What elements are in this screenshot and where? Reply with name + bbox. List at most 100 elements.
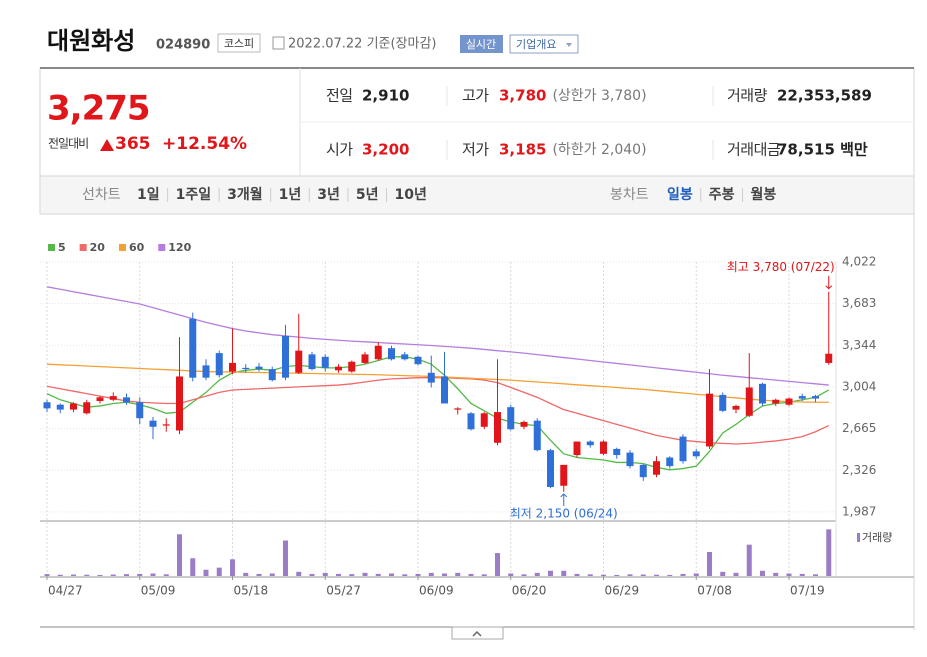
volume-bar bbox=[336, 573, 341, 576]
candle-body bbox=[308, 354, 316, 370]
volume-bar bbox=[269, 573, 275, 576]
summary-value: 3,200 bbox=[362, 141, 409, 159]
realtime-label[interactable]: 실시간 bbox=[466, 38, 496, 51]
candle-body bbox=[189, 318, 197, 378]
volume-bar bbox=[375, 573, 381, 576]
legend-label: 5 bbox=[58, 241, 66, 254]
volume-bar bbox=[707, 552, 712, 576]
tab[interactable]: 1년 bbox=[279, 187, 302, 203]
legend-swatch bbox=[158, 244, 166, 251]
candle-body bbox=[613, 448, 621, 456]
volume-bar bbox=[309, 573, 315, 576]
volume-legend-label: 거래량 bbox=[862, 531, 892, 544]
volume-bar bbox=[177, 534, 182, 576]
candle-body bbox=[202, 365, 210, 378]
candle-body bbox=[666, 457, 674, 467]
volume-bar bbox=[640, 574, 646, 576]
volume-bar bbox=[283, 540, 288, 576]
tab[interactable]: 월봉 bbox=[751, 186, 777, 203]
tab[interactable]: 일봉 bbox=[667, 187, 693, 203]
candle-body bbox=[520, 421, 528, 427]
volume-bar bbox=[481, 574, 487, 576]
summary-value: 22,353,589 bbox=[777, 87, 872, 105]
volume-bar bbox=[322, 572, 328, 576]
volume-bar bbox=[97, 574, 103, 576]
calendar-icon bbox=[272, 36, 285, 50]
volume-bar bbox=[57, 574, 63, 576]
summary-label: 시가 bbox=[326, 141, 353, 159]
tab[interactable]: 3개월 bbox=[227, 186, 263, 203]
tabs: 선차트 1일 1주일 3개월 1년 3년 5년 10년 봉차트 일봉 주봉 월봉 bbox=[82, 186, 776, 203]
candle-body bbox=[600, 441, 607, 454]
volume-bar bbox=[163, 574, 169, 576]
tab[interactable]: 주봉 bbox=[709, 187, 735, 203]
volume-bar bbox=[349, 574, 355, 576]
low-annotation: 최저 2,150 (06/24) bbox=[510, 506, 618, 520]
y-tick-label: 3,683 bbox=[842, 296, 876, 310]
legend-label: 120 bbox=[168, 241, 191, 254]
tab[interactable]: 5년 bbox=[356, 187, 379, 203]
volume-bar bbox=[362, 572, 368, 576]
dropdown-arrow bbox=[566, 43, 572, 47]
candle-body bbox=[136, 402, 144, 419]
tab[interactable]: 1주일 bbox=[176, 187, 212, 203]
summary-note: (상한가 3,780) bbox=[552, 88, 646, 104]
candle-body bbox=[388, 348, 395, 360]
summary-label: 고가 bbox=[462, 87, 489, 105]
x-tick-label: 07/19 bbox=[790, 584, 825, 598]
volume-bar bbox=[720, 571, 726, 576]
collapse-icon[interactable] bbox=[472, 630, 482, 637]
volume-bar bbox=[574, 573, 580, 576]
volume-bar bbox=[243, 572, 249, 576]
volume-bar bbox=[256, 573, 262, 576]
tab[interactable]: 1일 bbox=[137, 187, 160, 203]
summary-label: 거래대금 bbox=[727, 141, 781, 159]
candle-body bbox=[56, 404, 64, 410]
summary-value: 2,910 bbox=[362, 87, 409, 105]
candle-body bbox=[507, 407, 515, 430]
candle-body bbox=[732, 405, 740, 410]
volume-bar bbox=[415, 573, 421, 576]
candle-body bbox=[361, 354, 369, 363]
y-tick-label: 2,326 bbox=[842, 463, 876, 477]
volume-bar bbox=[799, 573, 805, 576]
legend-swatch bbox=[48, 244, 55, 251]
volume-bar bbox=[468, 573, 474, 576]
candle-body bbox=[639, 464, 647, 478]
current-price: 3,275 bbox=[47, 89, 150, 129]
market-label: 코스피 bbox=[224, 37, 254, 50]
stock-code: 024890 bbox=[156, 38, 210, 53]
candle-body bbox=[745, 387, 753, 416]
volume-bar bbox=[826, 529, 832, 576]
candle-body bbox=[43, 402, 51, 409]
realtime-badge[interactable] bbox=[460, 35, 503, 53]
summary-label: 저가 bbox=[462, 141, 489, 159]
volume-bar bbox=[389, 573, 394, 576]
volume-bar bbox=[813, 574, 818, 576]
candle-body bbox=[454, 408, 462, 410]
candle-body bbox=[242, 367, 250, 370]
volume-bar bbox=[296, 571, 302, 576]
candle-body bbox=[560, 464, 568, 486]
candle-body bbox=[414, 356, 422, 365]
tab[interactable]: 3년 bbox=[317, 187, 340, 203]
volume-bar bbox=[137, 573, 143, 576]
change-value: 365 bbox=[115, 134, 151, 154]
candle-body bbox=[335, 366, 342, 371]
candle-body bbox=[798, 396, 806, 399]
candle-body bbox=[812, 396, 819, 399]
summary-label: 전일 bbox=[326, 87, 353, 105]
candle-body bbox=[533, 420, 541, 451]
market-badge bbox=[217, 33, 261, 53]
summary-value: 78,515 백만 bbox=[777, 141, 868, 159]
volume-bar bbox=[654, 574, 659, 576]
candle-body bbox=[586, 441, 594, 446]
candle-body bbox=[427, 372, 435, 383]
candle-body bbox=[374, 345, 382, 360]
volume-bar bbox=[746, 544, 752, 576]
overview-button[interactable] bbox=[509, 34, 579, 54]
overview-label[interactable]: 기업개요 bbox=[516, 38, 556, 51]
candle-body bbox=[96, 397, 104, 402]
tab[interactable]: 10년 bbox=[395, 187, 427, 203]
summary-note: (하한가 2,040) bbox=[552, 142, 646, 158]
